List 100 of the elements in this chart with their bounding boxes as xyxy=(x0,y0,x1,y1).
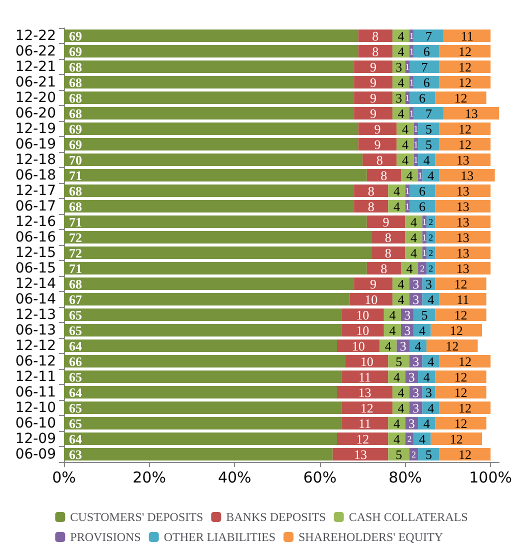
data-label: 4 xyxy=(393,183,400,198)
y-tick-label: 06-10 xyxy=(15,415,56,432)
data-label: 12 xyxy=(356,431,370,446)
data-label: 6 xyxy=(423,74,430,90)
data-label: 6 xyxy=(419,198,426,214)
data-label: 6 xyxy=(419,183,426,198)
data-label: 9 xyxy=(370,106,377,121)
bar xyxy=(64,355,346,368)
bar xyxy=(64,216,367,228)
data-label: 1 xyxy=(409,77,414,88)
data-label: 4 xyxy=(406,260,414,276)
bar xyxy=(410,200,436,212)
bar xyxy=(435,308,486,321)
y-tick-label: 12-09 xyxy=(15,430,56,447)
data-label: 4 xyxy=(389,307,396,322)
data-label: 8 xyxy=(372,44,379,59)
y-tick-label: 06-16 xyxy=(15,229,56,246)
bar xyxy=(354,107,392,120)
data-label: 1 xyxy=(405,62,410,72)
data-label: 4 xyxy=(428,400,435,416)
data-label: 10 xyxy=(360,354,374,369)
data-label: 68 xyxy=(69,106,82,121)
data-label: 4 xyxy=(393,198,400,214)
data-label: 1 xyxy=(414,154,418,165)
bar xyxy=(64,138,358,150)
data-label: 2 xyxy=(412,449,416,460)
data-label: 4 xyxy=(398,74,405,90)
bar xyxy=(439,355,491,368)
bar xyxy=(444,107,500,120)
data-label: 9 xyxy=(370,276,377,292)
data-label: 5 xyxy=(425,446,432,462)
data-label: 4 xyxy=(423,152,430,168)
data-label: 68 xyxy=(69,74,82,90)
data-label: 3 xyxy=(412,354,420,369)
data-label: 5 xyxy=(421,307,428,322)
bar xyxy=(336,432,388,445)
data-label: 2 xyxy=(428,263,434,274)
bar xyxy=(64,45,358,58)
bar xyxy=(439,122,491,135)
data-label: 3 xyxy=(412,400,420,416)
bar xyxy=(366,216,406,228)
bar xyxy=(64,278,354,290)
data-label: 13 xyxy=(464,106,478,121)
bar xyxy=(64,417,342,430)
data-label: 4 xyxy=(428,168,435,183)
y-tick-label: 06-09 xyxy=(15,446,56,462)
bar xyxy=(405,246,422,259)
data-label: 4 xyxy=(414,338,422,354)
bar xyxy=(371,231,406,244)
y-tick-label: 06-18 xyxy=(15,167,56,184)
data-label: 4 xyxy=(406,168,414,183)
data-label: 8 xyxy=(380,168,388,183)
data-label: 2 xyxy=(428,248,434,258)
data-label: 71 xyxy=(69,214,82,230)
data-label: 6 xyxy=(423,44,430,59)
data-label: 3 xyxy=(396,90,402,106)
y-tick-label: 06-11 xyxy=(15,384,56,400)
data-label: 5 xyxy=(425,121,432,136)
bar xyxy=(439,169,495,182)
x-tick-label: 20% xyxy=(132,468,166,486)
y-tick-label: 12-16 xyxy=(15,214,56,230)
data-label: 4 xyxy=(410,214,418,230)
data-label: 65 xyxy=(69,307,82,322)
bar xyxy=(418,138,440,150)
y-tick-label: 06-13 xyxy=(15,322,56,338)
data-label: 65 xyxy=(69,322,82,338)
bar xyxy=(410,60,440,73)
data-label: 13 xyxy=(456,245,470,260)
data-label: 2 xyxy=(428,232,434,242)
bar xyxy=(439,138,491,150)
y-tick-label: 12-14 xyxy=(15,276,56,292)
bar xyxy=(418,448,440,460)
bar xyxy=(430,432,482,445)
data-label: 64 xyxy=(69,338,82,354)
data-label: 3 xyxy=(396,59,402,74)
data-label: 12 xyxy=(458,136,472,152)
bar xyxy=(405,231,422,244)
bar xyxy=(439,76,491,88)
data-label: 3 xyxy=(412,384,420,400)
y-tick-label: 12-18 xyxy=(15,152,56,168)
y-tick-label: 12-20 xyxy=(15,90,56,106)
data-label: 12 xyxy=(458,44,472,59)
data-label: 4 xyxy=(428,354,435,369)
bar xyxy=(64,432,337,445)
data-label: 1 xyxy=(405,201,410,212)
data-label: 13 xyxy=(456,152,470,168)
bar xyxy=(64,262,367,274)
data-label: 13 xyxy=(460,168,474,183)
bar xyxy=(341,308,384,321)
data-label: 3 xyxy=(425,384,432,400)
data-label: 64 xyxy=(69,384,82,400)
data-label: 4 xyxy=(410,245,418,260)
bar xyxy=(358,45,392,58)
data-label: 4 xyxy=(398,292,405,307)
x-tick-label: 100% xyxy=(469,468,512,486)
bar xyxy=(358,30,392,42)
bar xyxy=(435,200,491,212)
x-tick-label: 80% xyxy=(388,468,422,486)
data-label: 12 xyxy=(458,446,472,462)
data-label: 4 xyxy=(428,292,435,307)
